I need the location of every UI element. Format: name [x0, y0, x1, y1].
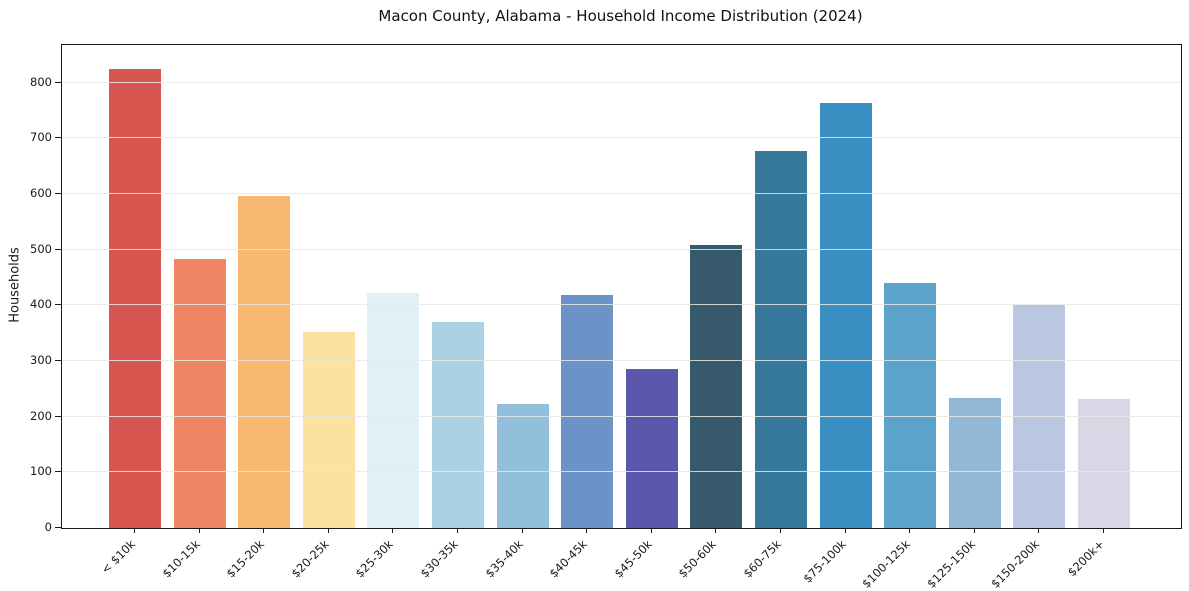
x-tick-label-< $10k: < $10k: [98, 537, 170, 577]
bar-$50-60k: [690, 244, 743, 528]
x-tick-mark-$10-15k: [198, 528, 200, 533]
y-tick-mark-600: [55, 193, 61, 195]
x-tick-mark-$35-40k: [521, 528, 523, 533]
x-tick-label-$40-45k: $40-45k: [547, 537, 627, 580]
x-tick-mark-$200k+: [1103, 528, 1104, 533]
y-tick-label-500: 500: [30, 241, 52, 256]
gridline-y-500: [62, 248, 1181, 250]
x-tick-label-$45-50k: $45-50k: [611, 537, 692, 580]
x-tick-label-$75-100k: $75-100k: [800, 537, 894, 586]
x-tick-label-$200k+: $200k+: [1065, 537, 1143, 579]
x-tick-label-$35-40k: $35-40k: [482, 537, 563, 580]
x-tick-mark-$45-50k: [650, 528, 652, 533]
y-tick-label-0: 0: [44, 520, 52, 534]
y-tick-label-800: 800: [30, 74, 52, 89]
bar-$100-125k: [884, 283, 937, 528]
x-tick-label-$10-15k: $10-15k: [159, 537, 240, 580]
y-tick-label-400: 400: [30, 297, 52, 312]
y-tick-label-600: 600: [30, 186, 52, 201]
bar-$20-25k: [302, 332, 355, 528]
y-tick-label-100: 100: [30, 464, 52, 479]
x-tick-mark-$15-20k: [263, 528, 265, 533]
bar-$75-100k: [819, 102, 872, 528]
y-tick-mark-0: [55, 527, 61, 528]
y-tick-mark-200: [55, 415, 61, 417]
x-tick-mark-$125-150k: [973, 528, 975, 533]
y-tick-mark-500: [55, 248, 61, 250]
y-tick-label-200: 200: [30, 408, 52, 423]
y-tick-label-300: 300: [30, 353, 52, 368]
y-tick-mark-300: [55, 360, 61, 362]
x-tick-label-text: < $10k: [98, 537, 138, 577]
x-tick-mark-$60-75k: [780, 528, 781, 533]
x-tick-mark-$30-35k: [457, 528, 458, 533]
bar-$25-30k: [367, 293, 420, 528]
bar-$60-75k: [755, 151, 807, 528]
x-tick-mark-$100-125k: [909, 528, 911, 533]
bar-$45-50k: [625, 368, 678, 528]
y-tick-mark-100: [55, 471, 61, 473]
bar-< $10k: [109, 69, 161, 528]
gridline-y-600: [62, 193, 1181, 195]
x-tick-mark-$25-30k: [392, 528, 394, 533]
x-tick-mark-$150-200k: [1038, 528, 1040, 533]
y-tick-mark-800: [55, 81, 61, 83]
x-tick-mark-$40-45k: [586, 528, 588, 533]
y-tick-mark-700: [55, 137, 61, 139]
bar-$10-15k: [173, 258, 226, 528]
x-tick-mark-$20-25k: [327, 528, 329, 533]
y-tick-mark-400: [55, 304, 61, 306]
x-tick-mark-< $10k: [134, 528, 135, 533]
plot-area: [61, 44, 1182, 529]
x-tick-label-$25-30k: $25-30k: [353, 537, 433, 580]
bar-$35-40k: [496, 403, 549, 528]
gridline-y-200: [62, 415, 1181, 417]
bar-$30-35k: [432, 322, 484, 528]
x-tick-label-$15-20k: $15-20k: [224, 537, 304, 580]
bar-$40-45k: [561, 295, 614, 528]
x-tick-label-$50-60k: $50-60k: [676, 537, 756, 580]
y-tick-label-700: 700: [30, 130, 52, 145]
x-tick-label-$20-25k: $20-25k: [288, 537, 369, 580]
chart-title: Macon County, Alabama - Household Income…: [378, 7, 863, 25]
x-tick-label-$60-75k: $60-75k: [740, 537, 821, 580]
gridline-y-700: [62, 137, 1181, 139]
gridline-y-800: [62, 81, 1181, 83]
gridline-y-100: [62, 471, 1181, 473]
bar-$15-20k: [238, 195, 291, 528]
x-tick-label-$30-35k: $30-35k: [417, 537, 498, 580]
gridline-y-300: [62, 360, 1181, 362]
x-tick-mark-$75-100k: [844, 528, 846, 533]
bar-$200k+: [1078, 398, 1130, 528]
x-tick-mark-$50-60k: [715, 528, 717, 533]
gridline-y-400: [62, 304, 1181, 306]
bar-$125-150k: [948, 397, 1001, 528]
